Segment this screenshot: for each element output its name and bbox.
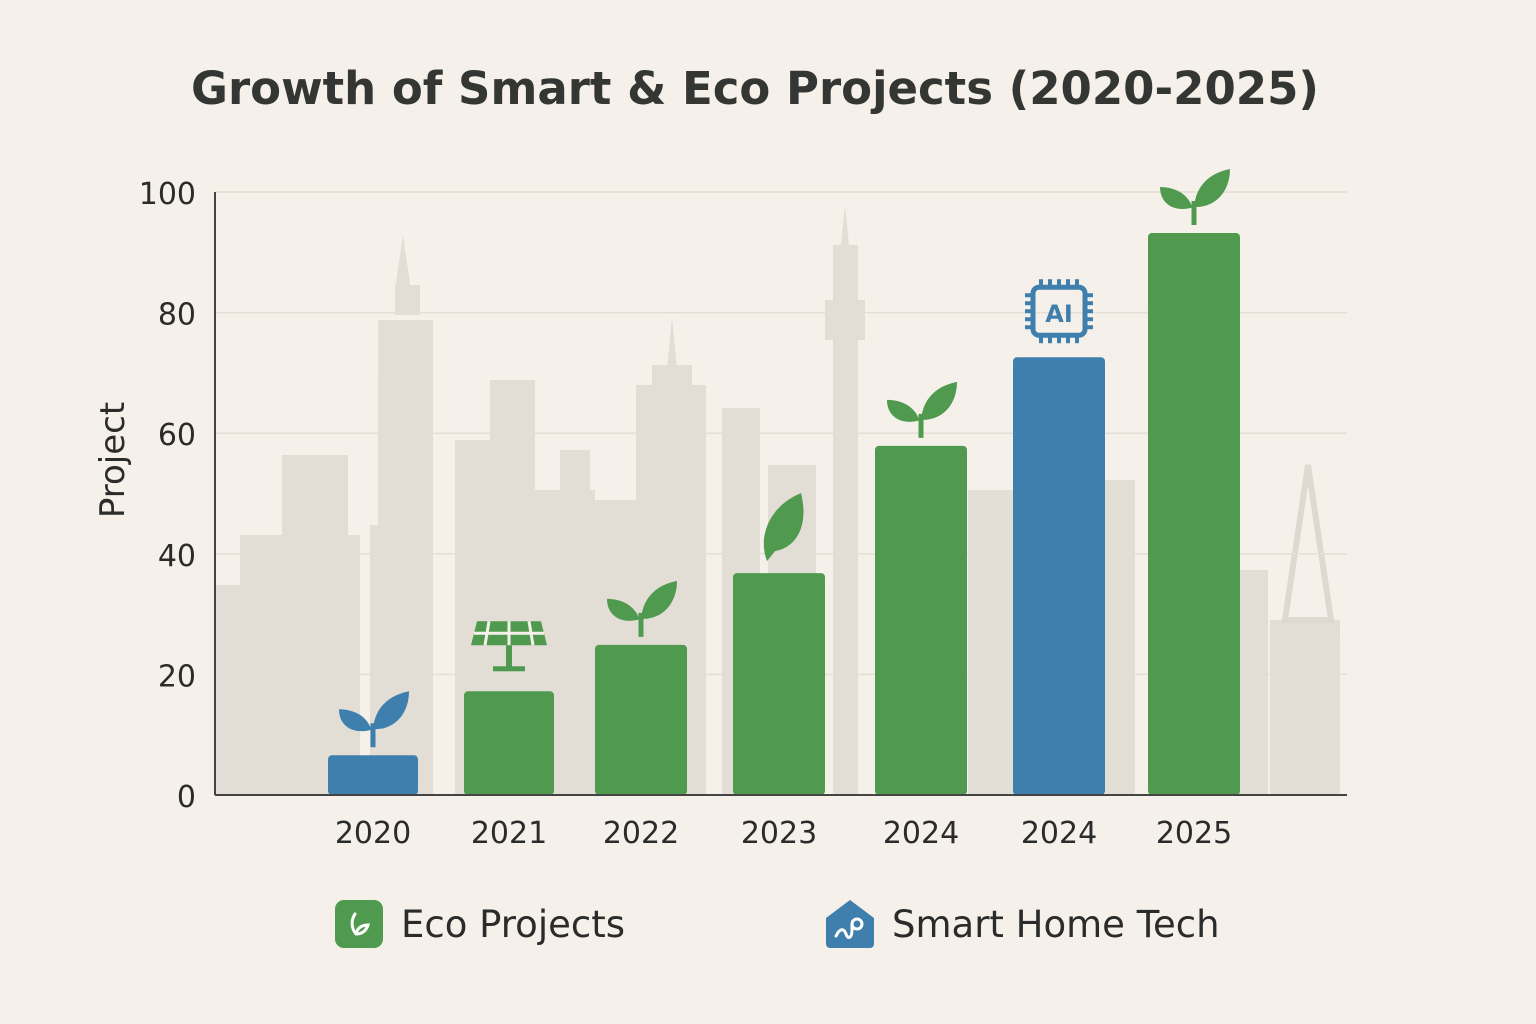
- sprout-icon: [607, 580, 677, 637]
- x-tick-label: 2025: [1156, 816, 1232, 851]
- legend-item-smart: Smart Home Tech: [826, 900, 1220, 948]
- y-tick-label: 20: [158, 659, 196, 694]
- sprout-icon: [339, 691, 409, 748]
- bar-2020: [328, 755, 418, 795]
- bar-2023: [733, 573, 825, 795]
- y-tick-label: 100: [139, 177, 196, 212]
- leaf-badge-icon: [335, 900, 383, 948]
- y-tick-label: 0: [177, 780, 196, 815]
- sprout-icon: [1160, 169, 1230, 226]
- x-tick-label: 2020: [335, 816, 411, 851]
- chart-title: Growth of Smart & Eco Projects (2020-202…: [191, 62, 1319, 115]
- sprout-icon: [887, 381, 957, 438]
- legend-item-eco: Eco Projects: [335, 900, 625, 948]
- y-tick-label: 60: [158, 418, 196, 453]
- solar-panel-icon: [471, 621, 547, 672]
- bar-2021: [464, 691, 554, 795]
- ai-chip-icon: AI: [1025, 279, 1093, 344]
- bar-2024: [1013, 357, 1105, 795]
- x-tick-label: 2024: [883, 816, 959, 851]
- y-tick-label: 40: [158, 539, 196, 574]
- y-tick-label: 80: [158, 298, 196, 333]
- x-tick-label: 2022: [603, 816, 679, 851]
- bar-2025: [1148, 233, 1240, 795]
- x-tick-label: 2024: [1021, 816, 1097, 851]
- legend-label-smart: Smart Home Tech: [892, 902, 1220, 946]
- x-tick-label: 2021: [471, 816, 547, 851]
- bar-2022: [595, 644, 687, 795]
- leaf-icon: [763, 493, 804, 562]
- svg-text:AI: AI: [1045, 300, 1073, 328]
- smart-home-icon: [826, 900, 874, 948]
- legend-label-eco: Eco Projects: [401, 902, 625, 946]
- y-axis-label: Project: [93, 402, 133, 518]
- bar-2024: [875, 445, 967, 795]
- x-tick-label: 2023: [741, 816, 817, 851]
